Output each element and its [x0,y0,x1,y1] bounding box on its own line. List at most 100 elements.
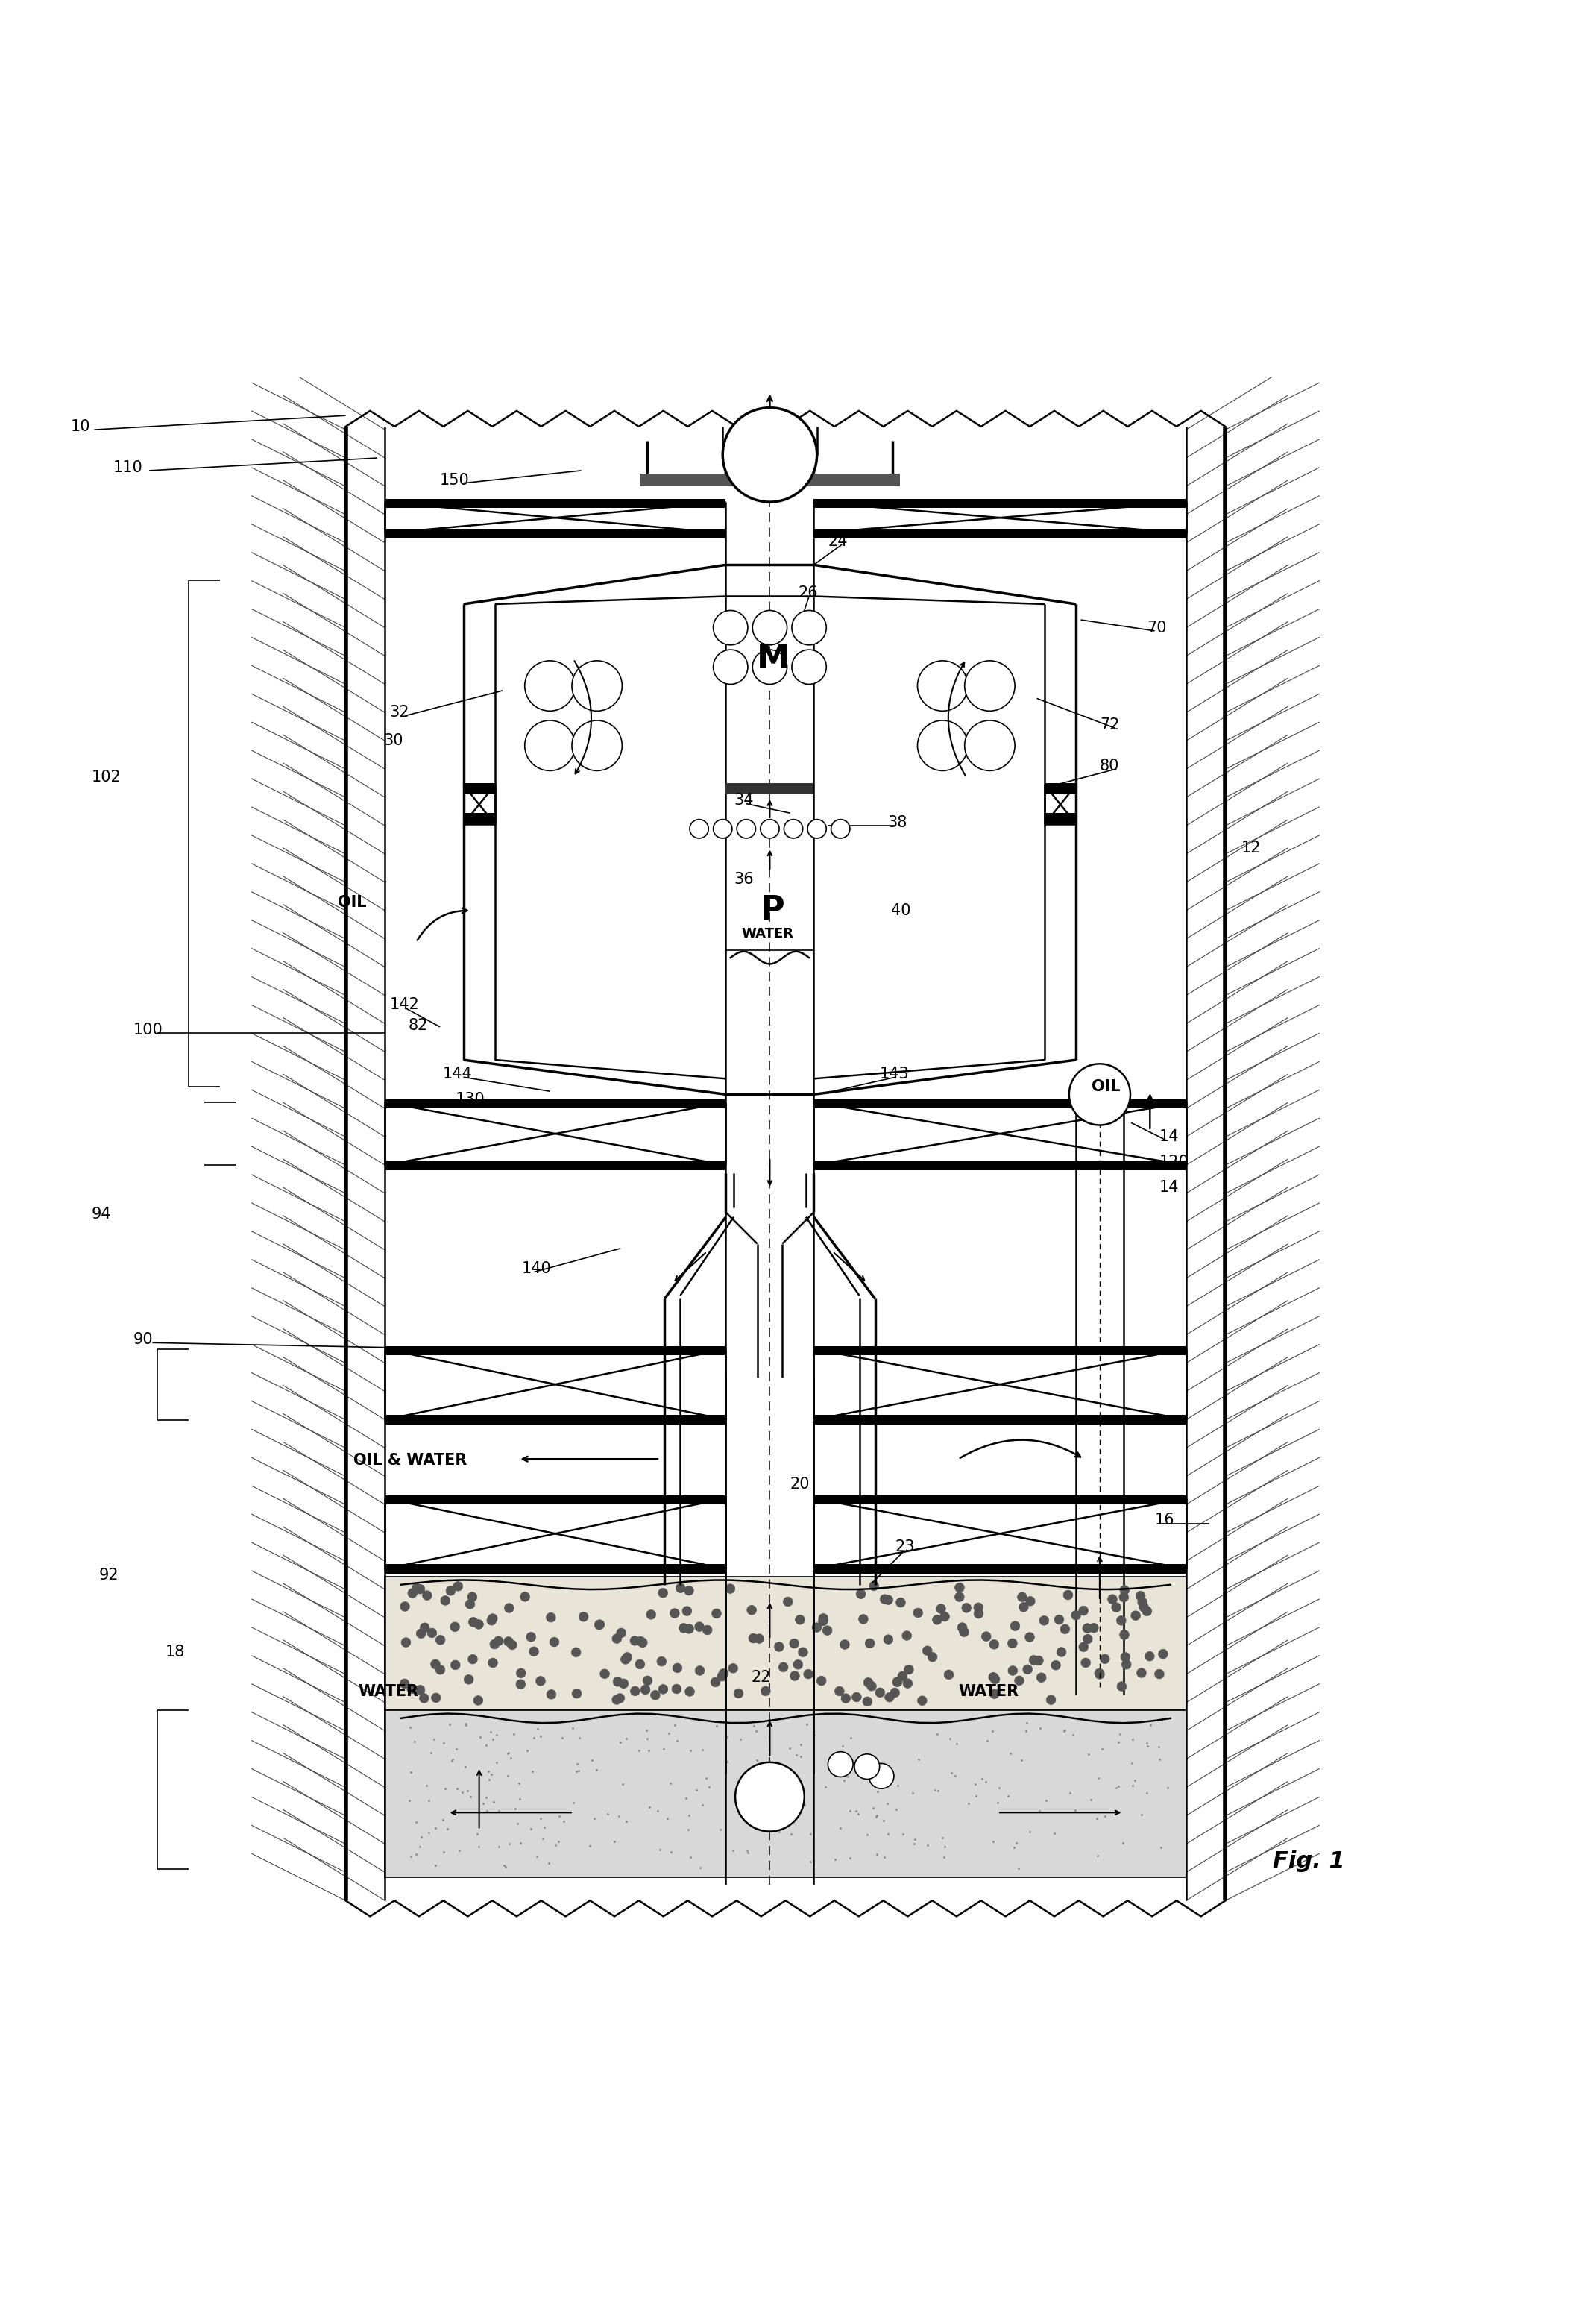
Circle shape [1095,1669,1104,1678]
Circle shape [1139,1604,1148,1613]
Circle shape [1015,1676,1024,1685]
Circle shape [1082,1634,1092,1643]
Bar [814,528,1186,539]
Text: WATER: WATER [358,1685,419,1699]
Circle shape [961,1604,971,1613]
Circle shape [735,1762,804,1831]
Circle shape [718,1671,727,1680]
Circle shape [1057,1648,1067,1657]
Bar [385,1578,1186,1710]
Circle shape [650,1690,660,1699]
Text: OIL & WATER: OIL & WATER [353,1452,467,1469]
Circle shape [1142,1606,1152,1615]
Circle shape [682,1606,691,1615]
Circle shape [804,1669,814,1678]
Circle shape [401,1601,410,1611]
Circle shape [416,1629,426,1638]
Circle shape [547,1690,556,1699]
Circle shape [974,1604,983,1613]
Bar [385,1710,1186,1878]
Circle shape [473,1697,482,1706]
Circle shape [859,1615,869,1624]
Circle shape [713,611,748,646]
Circle shape [536,1676,545,1685]
Circle shape [643,1676,652,1685]
Bar [639,474,770,486]
Circle shape [1117,1615,1126,1624]
Circle shape [795,1615,804,1624]
Circle shape [1122,1659,1131,1669]
Circle shape [869,1580,878,1590]
Circle shape [630,1636,639,1645]
Circle shape [1120,1652,1130,1662]
Circle shape [892,1678,902,1687]
Circle shape [990,1676,999,1685]
Circle shape [399,1678,408,1687]
Bar [1045,783,1076,795]
Circle shape [412,1583,421,1592]
Text: Fig. 1: Fig. 1 [1273,1850,1345,1873]
Circle shape [1120,1585,1130,1594]
Circle shape [427,1629,437,1638]
Circle shape [1119,1592,1128,1601]
Circle shape [474,1620,484,1629]
Circle shape [1040,1615,1049,1624]
Circle shape [988,1673,998,1683]
Circle shape [507,1641,517,1650]
Bar [463,813,495,825]
Bar [726,783,814,795]
Text: 150: 150 [440,472,470,488]
Circle shape [1068,1064,1131,1125]
Text: 110: 110 [113,460,143,474]
Circle shape [658,1587,668,1597]
Circle shape [641,1685,650,1694]
Circle shape [1007,1638,1016,1648]
Circle shape [792,611,826,646]
Circle shape [955,1583,965,1592]
Bar [385,528,726,539]
Circle shape [960,1627,969,1636]
Bar [814,1160,1186,1169]
Circle shape [917,1697,927,1706]
Circle shape [572,1690,581,1699]
Circle shape [903,1664,913,1673]
Bar [385,1160,726,1169]
Circle shape [679,1624,688,1634]
Circle shape [694,1666,704,1676]
Text: 70: 70 [1147,621,1167,634]
Circle shape [1081,1657,1090,1666]
Circle shape [749,1634,759,1643]
Circle shape [1108,1594,1117,1604]
Circle shape [613,1678,622,1687]
Circle shape [616,1629,625,1638]
Text: 90: 90 [134,1332,154,1348]
Bar [385,1564,726,1573]
Circle shape [658,1685,668,1694]
Circle shape [646,1611,655,1620]
Circle shape [1071,1611,1081,1620]
Circle shape [690,820,709,839]
Circle shape [547,1613,556,1622]
Circle shape [823,1627,833,1636]
Text: M: M [756,644,790,676]
Circle shape [594,1620,603,1629]
Text: 10: 10 [71,418,91,435]
Circle shape [1020,1601,1029,1613]
Circle shape [1034,1655,1043,1666]
Bar [385,1415,726,1425]
Bar [385,1494,726,1504]
Circle shape [1145,1652,1155,1662]
Circle shape [1120,1629,1130,1638]
Circle shape [892,1678,902,1687]
Circle shape [435,1636,445,1645]
Circle shape [790,1671,800,1680]
Circle shape [891,1687,900,1697]
Circle shape [746,1606,756,1615]
Circle shape [622,1652,632,1662]
Circle shape [454,1583,463,1592]
Circle shape [1100,1655,1109,1664]
Circle shape [793,1659,803,1669]
Bar [814,1564,1186,1573]
Text: 140: 140 [522,1262,551,1276]
Circle shape [685,1585,694,1594]
